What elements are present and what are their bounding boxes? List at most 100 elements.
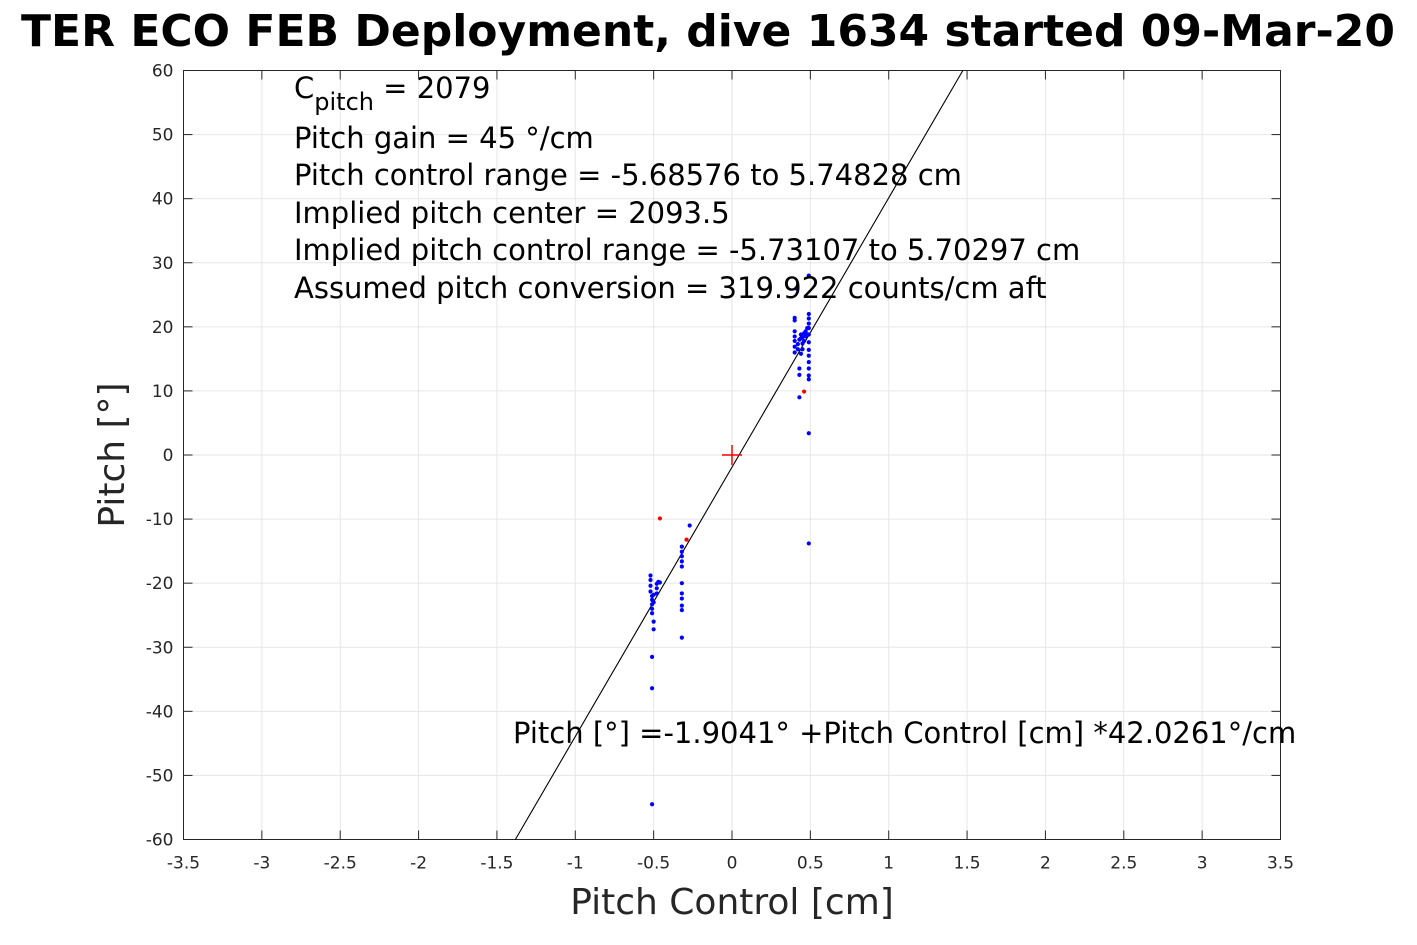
chart-title: TER ECO FEB Deployment, dive 1634 starte… <box>21 6 1395 57</box>
x-tick-label: -2 <box>410 854 427 874</box>
data-point <box>792 338 797 344</box>
x-tick-label: -2.5 <box>324 854 357 874</box>
data-point <box>649 654 655 659</box>
data-point <box>806 347 811 353</box>
data-point <box>795 342 800 347</box>
data-point <box>803 329 808 334</box>
data-point <box>679 559 684 564</box>
data-point <box>806 326 811 331</box>
y-tick-label: 20 <box>152 318 174 338</box>
data-point <box>806 373 811 378</box>
data-point <box>806 316 811 321</box>
data-point <box>792 334 797 339</box>
cpitch-annotation: Cpitch = 2079 <box>294 71 491 116</box>
y-tick-label: 30 <box>152 254 174 274</box>
y-tick-label: 50 <box>152 126 174 146</box>
y-tick-label: 10 <box>152 382 174 402</box>
data-point <box>657 516 663 521</box>
data-point <box>801 338 807 344</box>
data-point <box>794 286 799 291</box>
y-tick-label: -20 <box>146 574 174 594</box>
data-point <box>651 627 656 632</box>
data-point <box>792 344 797 349</box>
y-axis-label: Pitch [°] <box>92 382 133 527</box>
y-tick-label: -50 <box>146 766 174 786</box>
axis-ticks: -3.5 -3 -2.5 -2 -1.5 -1 -0.5 0 0.5 1 1.5 2 2.5 3 3.5 60… <box>146 62 1294 874</box>
y-tick-label: -10 <box>146 510 174 530</box>
data-point <box>798 351 804 356</box>
pitch-center-annotation: Implied pitch center = 2093.5 <box>294 196 730 230</box>
y-tick-label: 0 <box>163 446 174 466</box>
conversion-annotation: Assumed pitch conversion = 319.922 count… <box>294 271 1047 305</box>
x-tick-label: -3.5 <box>167 854 200 874</box>
x-tick-label: 1.5 <box>954 854 981 874</box>
grid <box>183 70 1281 840</box>
x-tick-label: 2 <box>1040 854 1051 874</box>
data-point <box>806 431 811 436</box>
data-point <box>649 686 655 691</box>
data-point <box>806 366 811 371</box>
x-tick-label: -0.5 <box>637 854 670 874</box>
data-point <box>651 619 656 624</box>
data-point <box>679 591 684 596</box>
y-tick-label: -40 <box>146 702 174 722</box>
x-tick-label: 3.5 <box>1267 854 1294 874</box>
data-point <box>806 311 811 317</box>
cpitch-value: = 2079 <box>374 71 491 105</box>
x-axis-label: Pitch Control [cm] <box>570 882 894 923</box>
cpitch-subscript: pitch <box>314 88 374 116</box>
data-point <box>800 334 805 340</box>
data-point <box>792 350 797 355</box>
data-point <box>806 353 811 358</box>
data-point <box>648 573 653 578</box>
implied-range-annotation: Implied pitch control range = -5.73107 t… <box>294 233 1080 267</box>
y-tick-label: -60 <box>146 831 174 851</box>
data-point <box>654 586 659 591</box>
x-tick-label: 0.5 <box>797 854 824 874</box>
data-point <box>792 329 797 334</box>
data-point <box>654 591 659 596</box>
x-tick-label: 0 <box>727 854 738 874</box>
data-point <box>797 395 802 400</box>
data-point <box>679 581 684 586</box>
data-point <box>806 541 811 546</box>
data-point <box>801 389 807 394</box>
y-tick-label: 40 <box>152 190 174 210</box>
data-point <box>684 537 689 542</box>
x-tick-label: -1 <box>567 854 584 874</box>
x-tick-label: -3 <box>253 854 270 874</box>
data-point <box>792 315 797 320</box>
data-point <box>806 340 811 345</box>
data-point <box>649 802 655 807</box>
cpitch-base: C <box>294 71 314 105</box>
data-point <box>800 347 805 352</box>
data-point <box>657 580 663 585</box>
pitch-gain-annotation: Pitch gain = 45 °/cm <box>294 121 594 155</box>
data-point <box>648 577 653 583</box>
data-point <box>679 603 684 608</box>
data-point <box>648 583 653 588</box>
data-point <box>806 332 811 337</box>
fit-equation-label: Pitch [°] =-1.9041° +Pitch Control [cm] … <box>513 716 1296 750</box>
data-point <box>649 606 655 611</box>
data-point <box>648 589 653 594</box>
data-point <box>797 366 802 371</box>
data-point <box>806 273 811 278</box>
data-point <box>806 321 811 326</box>
x-tick-label: -1.5 <box>480 854 513 874</box>
data-point <box>679 544 684 549</box>
y-tick-label: 60 <box>152 62 174 82</box>
data-point <box>679 596 684 601</box>
data-point <box>679 564 684 569</box>
data-layer <box>514 70 964 840</box>
x-tick-label: 3 <box>1197 854 1208 874</box>
data-point <box>679 549 684 554</box>
data-point <box>679 607 684 613</box>
data-point <box>679 635 684 640</box>
info-annotations: Cpitch = 2079 Pitch gain = 45 °/cm Pitch… <box>294 71 1296 750</box>
x-tick-label: 1 <box>883 854 894 874</box>
data-point <box>651 600 656 605</box>
data-point <box>806 377 811 382</box>
x-tick-label: 2.5 <box>1110 854 1137 874</box>
